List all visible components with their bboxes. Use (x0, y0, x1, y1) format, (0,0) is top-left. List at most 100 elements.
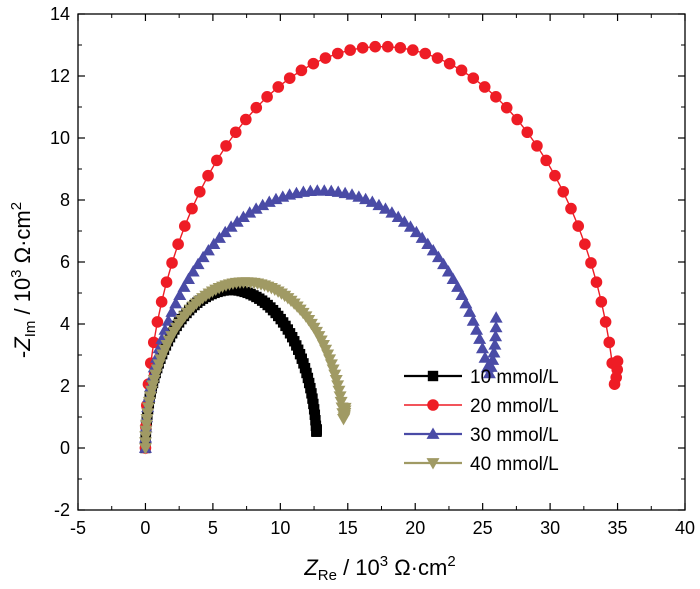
x-tick-label: 10 (270, 518, 290, 538)
data-point (378, 202, 392, 214)
data-point (201, 244, 215, 256)
data-point (385, 206, 399, 218)
legend-marker (427, 370, 439, 382)
data-point (186, 265, 200, 277)
data-point (236, 210, 250, 223)
data-point (426, 244, 440, 256)
data-point (191, 257, 205, 270)
data-point (459, 296, 473, 309)
x-axis-title-sub: Re (318, 567, 337, 584)
data-point (466, 314, 480, 326)
data-point (147, 336, 160, 349)
data-point (249, 202, 263, 214)
x-tick-label: 25 (473, 518, 493, 538)
data-point (173, 288, 187, 300)
legend-item: 30 mmol/L (404, 425, 559, 446)
data-point (207, 237, 221, 250)
y-axis-title-sup: 3 (8, 269, 25, 277)
y-tick-label: 12 (50, 66, 70, 86)
data-point (272, 81, 285, 93)
series-layer (138, 40, 624, 455)
data-point (211, 154, 223, 167)
data-point (482, 366, 496, 379)
data-point (372, 198, 386, 211)
data-point (421, 237, 435, 250)
data-point (381, 40, 394, 53)
data-point (603, 336, 616, 349)
data-point (484, 360, 498, 372)
data-point (431, 52, 444, 64)
data-point (415, 231, 429, 243)
data-point (531, 140, 543, 152)
data-point (186, 202, 198, 215)
x-tick-label: 40 (675, 518, 695, 538)
y-axis-title-rest: / 10 (10, 278, 35, 321)
data-point (307, 57, 320, 70)
data-point (177, 280, 191, 292)
y-tick-label: -2 (54, 500, 70, 520)
data-point (261, 91, 273, 103)
legend-item: 10 mmol/L (404, 367, 559, 388)
data-point (139, 431, 153, 443)
data-point (486, 353, 500, 365)
data-point (455, 288, 469, 300)
legend: 10 mmol/L 20 mmol/L 30 mmol/L 40 mmol/L (404, 367, 559, 475)
data-point (309, 409, 321, 420)
data-point (307, 393, 318, 404)
y-axis-title-unit-sup: 2 (8, 202, 25, 210)
y-axis-title-unit: Ω·cm (10, 210, 35, 269)
y-tick-label: 6 (60, 252, 70, 272)
data-point (599, 316, 612, 328)
data-point (356, 42, 369, 54)
data-point (146, 380, 160, 392)
data-point (409, 225, 423, 238)
data-point (139, 419, 153, 432)
y-axis-title-main: Z (10, 336, 35, 352)
legend-item: 40 mmol/L (404, 454, 559, 475)
data-point (521, 126, 534, 139)
data-point (455, 64, 468, 77)
data-point (397, 215, 411, 227)
x-axis-title-unit-sup: 2 (447, 553, 455, 570)
series-2 (139, 40, 624, 454)
data-point (193, 185, 206, 198)
data-point (243, 206, 257, 218)
data-point (451, 280, 465, 292)
x-tick-label: 20 (405, 518, 425, 538)
data-point (344, 44, 356, 56)
data-point (365, 195, 379, 207)
data-point (166, 257, 178, 269)
data-point (151, 316, 164, 328)
data-point (181, 272, 195, 285)
y-tick-label: 4 (60, 314, 70, 334)
data-point (473, 332, 487, 344)
legend-marker (426, 458, 440, 470)
x-tick-label: 0 (140, 518, 150, 538)
data-point (611, 363, 624, 376)
x-tick-label: -5 (70, 518, 86, 538)
legend-item: 20 mmol/L (404, 396, 559, 417)
data-point (140, 414, 154, 426)
data-point (331, 47, 344, 60)
data-point (611, 355, 624, 368)
data-point (311, 424, 322, 435)
data-point (142, 396, 156, 409)
data-point (419, 47, 432, 60)
data-point (310, 415, 321, 426)
data-point (165, 305, 179, 317)
y-tick-label: 8 (60, 190, 70, 210)
data-point (178, 220, 191, 232)
data-point (352, 190, 366, 202)
x-tick-label: 30 (540, 518, 560, 538)
data-point (229, 126, 242, 139)
data-point (441, 265, 455, 277)
data-point (230, 215, 244, 227)
data-point (572, 220, 585, 232)
data-point (489, 311, 503, 323)
data-point (511, 113, 523, 126)
data-point (595, 296, 608, 308)
data-point (306, 388, 317, 399)
data-point (139, 425, 153, 437)
data-point (489, 329, 503, 342)
x-axis-title-rest: / 10 (337, 555, 380, 580)
